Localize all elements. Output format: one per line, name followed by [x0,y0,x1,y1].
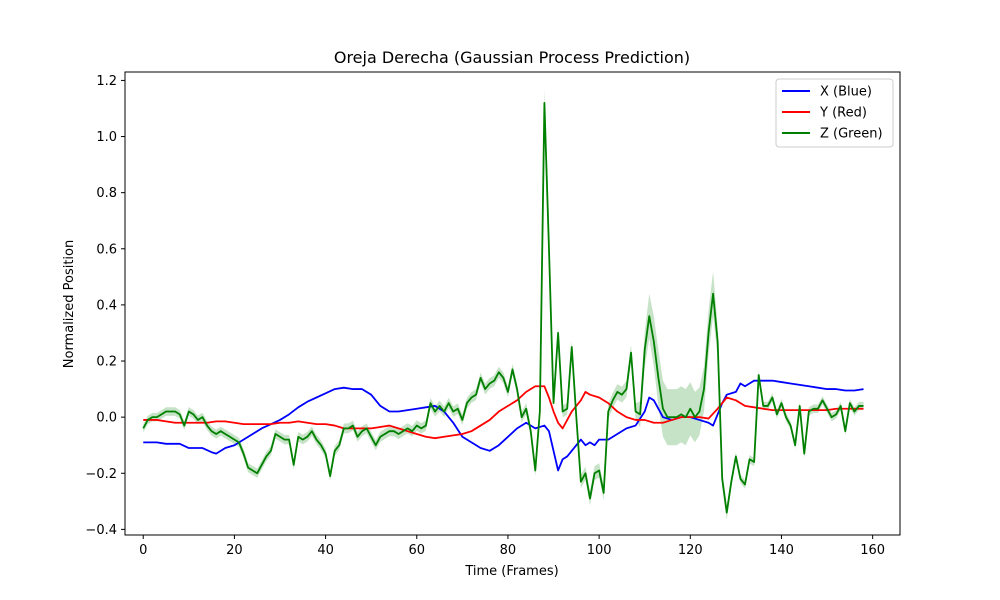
x-tick-label: 80 [500,543,517,558]
series-3-confidence-band [143,88,864,520]
x-tick-label: 0 [139,543,147,558]
legend: X (Blue) Y (Red) Z (Green) [775,78,894,148]
y-axis-label: Normalized Position [62,240,77,368]
legend-label-1: X (Blue) [820,85,872,100]
y-tick-label: 0.6 [96,242,117,257]
y-tick-label: 1.0 [96,130,117,145]
y-tick-label: 0.0 [96,411,117,426]
chart-title: Oreja Derecha (Gaussian Process Predicti… [334,48,690,67]
legend-label-3: Z (Green) [820,127,883,142]
x-tick-label: 40 [317,543,334,558]
x-axis-label: Time (Frames) [464,564,558,579]
x-tick-label: 160 [860,543,885,558]
series-3-line [142,101,864,514]
series-1-line [143,379,864,472]
y-tick-label: 0.4 [96,298,117,313]
x-tick-label: 140 [769,543,794,558]
series-2-line [143,385,864,440]
y-tick-label: 0.8 [96,186,117,201]
plot-area-frame [124,71,901,536]
y-tick-label: −0.2 [85,467,117,482]
legend-label-2: Y (Red) [819,106,867,121]
y-tick-label: 0.2 [96,355,117,370]
legend-box [775,78,894,148]
x-tick-label: 60 [408,543,425,558]
confidence-band-layer [143,88,864,520]
x-axis: 0 20 40 60 80 100 120 140 160 [139,535,885,558]
x-tick-label: 120 [678,543,703,558]
x-tick-label: 100 [587,543,612,558]
y-tick-label: 1.2 [96,74,117,89]
series-layer [142,101,864,514]
y-axis: −0.4 −0.2 0.0 0.2 0.4 0.6 0.8 1.0 1.2 [85,74,125,538]
x-tick-label: 20 [226,543,243,558]
y-tick-label: −0.4 [85,523,117,538]
